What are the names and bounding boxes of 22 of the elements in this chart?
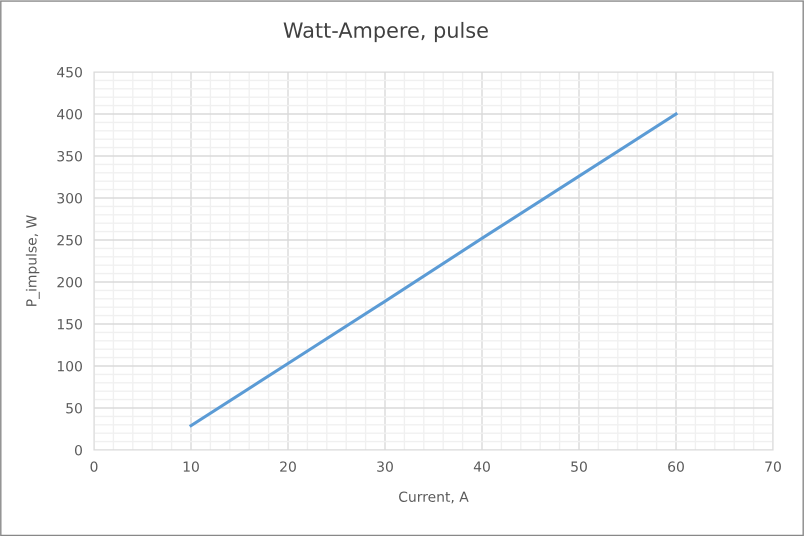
y-tick-label: 50 <box>66 402 82 414</box>
y-tick-label: 0 <box>74 444 82 456</box>
y-tick-label: 300 <box>57 192 82 204</box>
x-tick-label: 70 <box>765 461 781 472</box>
x-tick-label: 30 <box>377 461 393 472</box>
y-tick-label: 100 <box>58 360 82 372</box>
x-tick-label: 60 <box>668 461 684 472</box>
x-tick-label: 20 <box>280 461 296 472</box>
y-axis-title: P_impulse, W <box>26 215 40 306</box>
y-tick-label: 250 <box>57 234 82 246</box>
x-tick-label: 10 <box>184 461 199 472</box>
line-series <box>189 112 678 428</box>
x-tick-label: 50 <box>571 461 587 472</box>
x-axis-title: Current, A <box>399 491 469 504</box>
chart-title: Watt-Ampere, pulse <box>284 22 488 42</box>
x-tick-label: 40 <box>474 461 490 472</box>
y-tick-label: 350 <box>57 150 82 162</box>
y-tick-label: 450 <box>57 66 82 78</box>
y-tick-label: 150 <box>58 318 82 330</box>
x-tick-label: 0 <box>90 461 98 472</box>
y-tick-label: 400 <box>57 108 82 120</box>
y-tick-label: 200 <box>57 276 82 288</box>
